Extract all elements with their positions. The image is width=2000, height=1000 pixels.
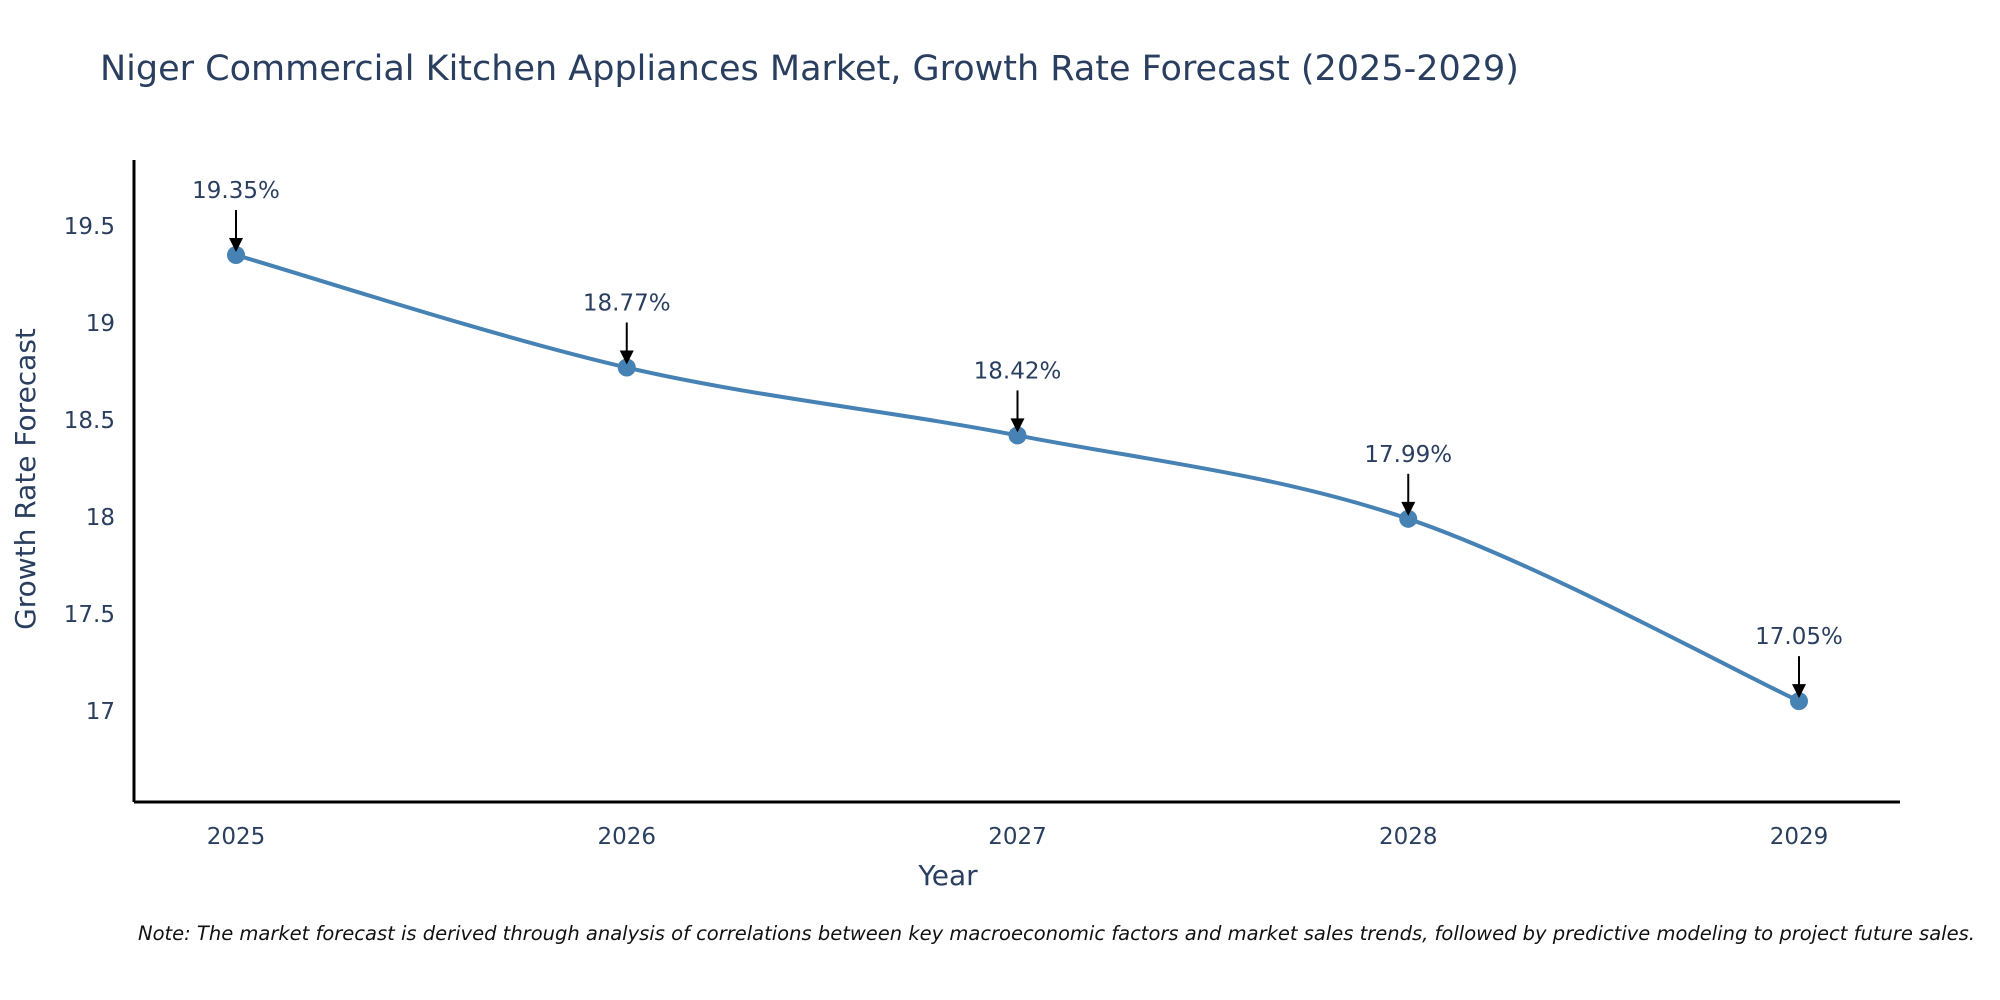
footnote: Note: The market forecast is derived thr… [138, 922, 1975, 945]
x-tick-label: 2029 [1770, 824, 1829, 850]
annotation-arrow-head [1792, 684, 1806, 699]
y-tick-label: 18 [86, 505, 115, 531]
data-label: 19.35% [192, 178, 280, 204]
data-label: 18.42% [974, 358, 1062, 384]
x-tick-label: 2027 [988, 824, 1047, 850]
annotation-arrow-head [1010, 418, 1025, 433]
annotation-arrow-head [229, 238, 243, 253]
data-point [1399, 509, 1418, 528]
x-tick-label: 2026 [597, 824, 656, 850]
data-point [1790, 692, 1808, 711]
plot-area: 17 17.5 18 18.5 19 19.5 2025 2026 2027 2028 2029 19… [64, 178, 1843, 850]
data-point [617, 358, 636, 377]
data-point [227, 246, 245, 265]
y-tick-label: 17.5 [64, 602, 115, 628]
data-point [1008, 426, 1027, 445]
annotation-arrow-head [1401, 501, 1416, 516]
y-tick-label: 17 [86, 699, 115, 725]
y-tick-label: 19 [86, 311, 115, 337]
y-axis-title: Growth Rate Forecast [9, 328, 42, 630]
x-tick-label: 2028 [1379, 824, 1438, 850]
data-label: 17.05% [1755, 624, 1843, 650]
annotation-arrow-head [619, 350, 634, 365]
y-tick-label: 18.5 [64, 408, 115, 434]
data-label: 18.77% [583, 291, 671, 317]
chart-title: Niger Commercial Kitchen Appliances Mark… [100, 49, 1519, 89]
data-label: 17.99% [1364, 442, 1452, 468]
x-tick-label: 2025 [207, 824, 266, 850]
y-tick-label: 19.5 [64, 214, 115, 240]
x-axis-title: Year [917, 859, 978, 892]
